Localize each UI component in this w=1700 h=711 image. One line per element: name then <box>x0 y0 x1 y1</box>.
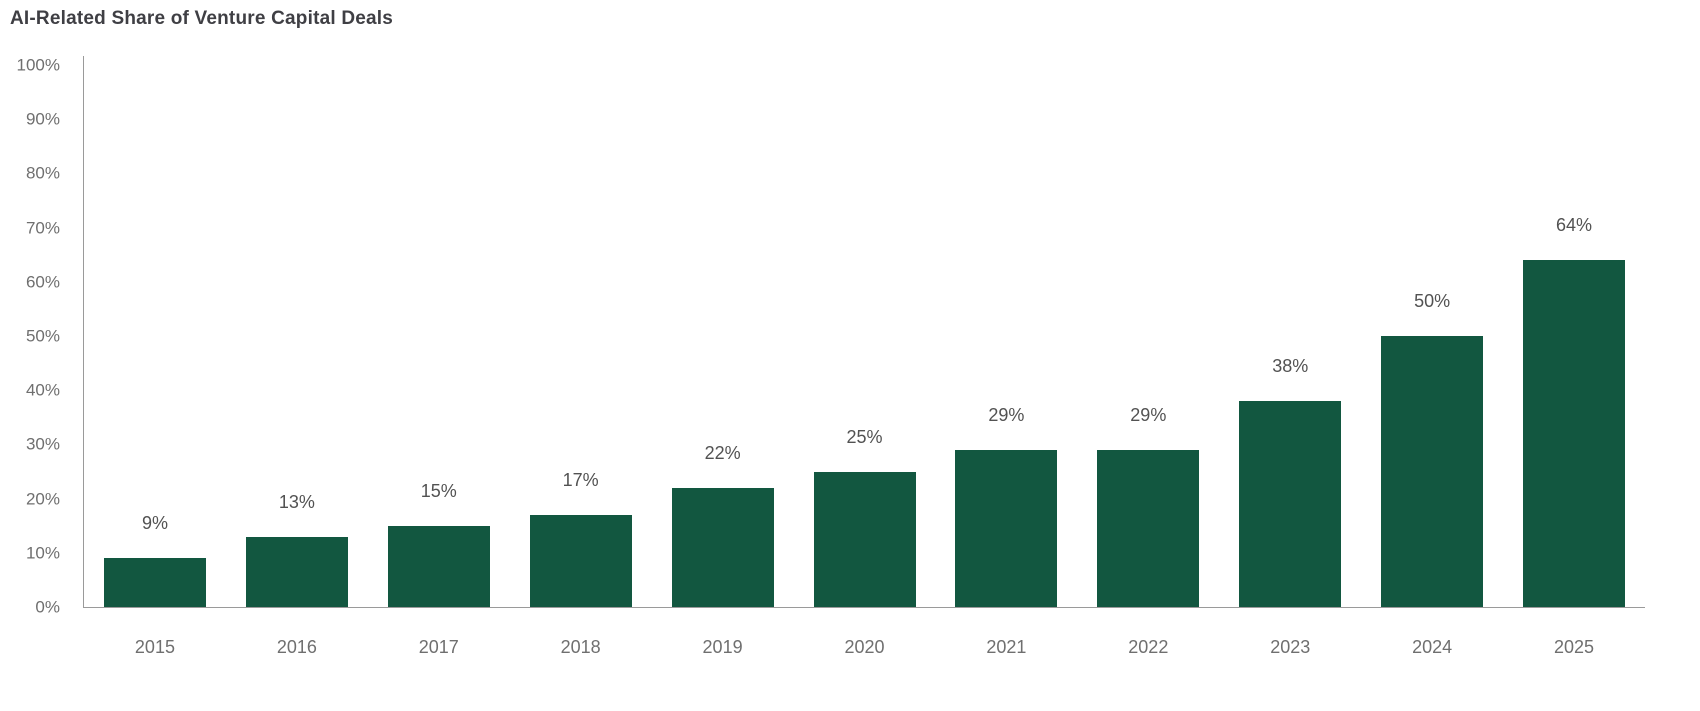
x-tick-2025: 2025 <box>1554 637 1595 657</box>
y-tick-90: 90% <box>25 109 60 129</box>
value-label-2019: 22% <box>704 442 741 463</box>
y-tick-20: 20% <box>25 489 60 509</box>
value-label-2018: 17% <box>562 469 599 490</box>
bar-2019 <box>671 487 774 607</box>
y-tick-40: 40% <box>25 380 60 400</box>
y-tick-0: 0% <box>35 597 60 617</box>
value-label-2024: 50% <box>1414 291 1451 311</box>
bar-2023 <box>1239 401 1342 607</box>
x-tick-2019: 2019 <box>702 637 743 657</box>
value-label-2021: 29% <box>988 404 1025 425</box>
x-tick-2024: 2024 <box>1412 637 1453 657</box>
bar-2022 <box>1097 449 1200 607</box>
value-label-2016: 13% <box>278 491 315 512</box>
x-tick-2017: 2017 <box>418 637 459 657</box>
bar-2015 <box>103 558 206 607</box>
x-tick-2022: 2022 <box>1128 637 1169 657</box>
value-label-2017: 15% <box>420 480 457 501</box>
y-tick-70: 70% <box>25 218 60 238</box>
bar-2021 <box>955 449 1058 607</box>
value-label-2015: 9% <box>141 513 168 534</box>
bar-2025 <box>1523 260 1626 607</box>
bar-2016 <box>245 536 348 607</box>
x-tick-2016: 2016 <box>276 637 317 657</box>
bar-2020 <box>813 471 916 607</box>
x-tick-2020: 2020 <box>844 637 885 657</box>
y-tick-10: 10% <box>25 543 60 563</box>
value-label-2023: 38% <box>1272 356 1309 377</box>
x-tick-2023: 2023 <box>1270 637 1311 657</box>
x-tick-2021: 2021 <box>986 637 1027 657</box>
value-label-2022: 29% <box>1130 404 1167 425</box>
chart-title: AI-Related Share of Venture Capital Deal… <box>10 8 394 29</box>
x-tick-2015: 2015 <box>134 637 175 657</box>
y-tick-60: 60% <box>25 272 60 292</box>
bar-2018 <box>529 514 632 607</box>
value-label-2025: 64% <box>1556 215 1593 236</box>
plot-area: 0% 10% 20% 30% 40% 50% 60% 70% 80% 90% 100% 9% 2015 1… <box>17 56 1645 656</box>
bar-2017 <box>387 525 490 607</box>
y-tick-30: 30% <box>25 434 60 454</box>
bar-2024 <box>1381 336 1484 607</box>
x-tick-2018: 2018 <box>560 637 601 657</box>
y-tick-100: 100% <box>16 55 60 75</box>
y-tick-50: 50% <box>25 326 60 346</box>
value-label-2020: 25% <box>846 426 883 447</box>
y-tick-80: 80% <box>25 163 60 183</box>
